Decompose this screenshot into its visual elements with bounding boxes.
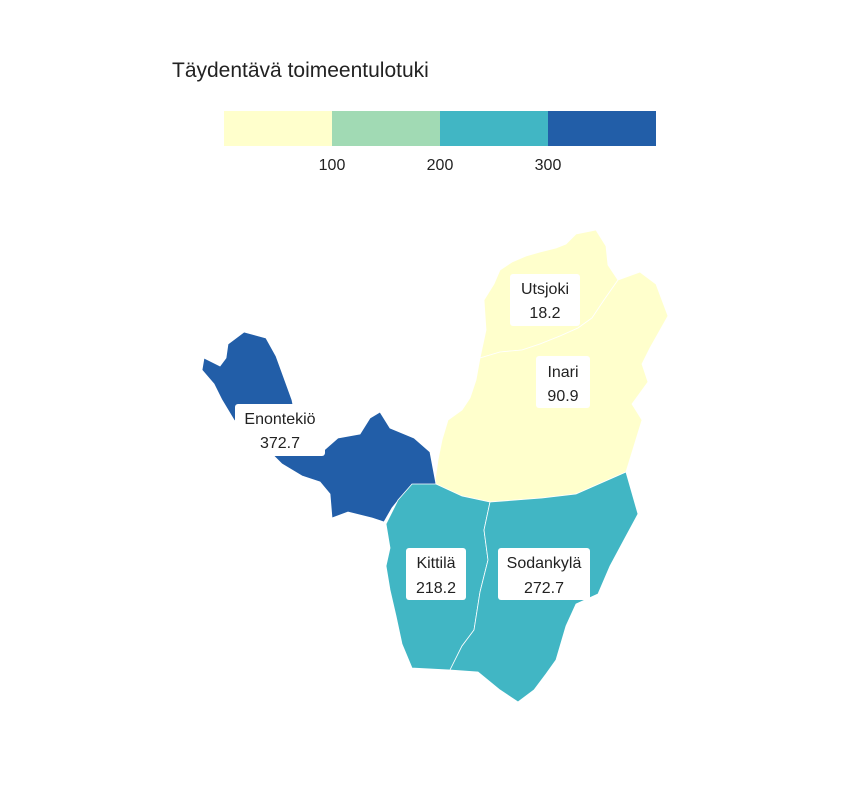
label-utsjoki-value: 18.2	[529, 305, 560, 322]
legend: 100 200 300	[224, 111, 656, 174]
legend-swatch-3	[548, 111, 656, 146]
label-enontekio-value: 372.7	[260, 435, 300, 452]
label-inari-value: 90.9	[547, 388, 578, 405]
label-enontekio: Enontekiö 372.7	[235, 404, 325, 456]
label-kittila-value: 218.2	[416, 580, 456, 597]
legend-swatch-1	[332, 111, 440, 146]
label-kittila: Kittilä 218.2	[406, 548, 466, 600]
label-sodankyla-value: 272.7	[524, 580, 564, 597]
legend-swatch-0	[224, 111, 332, 146]
label-kittila-name: Kittilä	[416, 555, 455, 572]
legend-tick-300: 300	[535, 157, 562, 174]
region-labels: Utsjoki 18.2 Inari 90.9 Enontekiö 372.7 …	[235, 274, 590, 600]
map-title: Täydentävä toimeentulotuki	[172, 59, 429, 82]
label-inari: Inari 90.9	[536, 356, 590, 408]
legend-tick-100: 100	[319, 157, 346, 174]
legend-swatch-2	[440, 111, 548, 146]
legend-tick-200: 200	[427, 157, 454, 174]
regions	[201, 229, 669, 703]
label-utsjoki-name: Utsjoki	[521, 281, 569, 298]
label-sodankyla-name: Sodankylä	[507, 555, 582, 572]
label-utsjoki: Utsjoki 18.2	[510, 274, 580, 326]
label-sodankyla: Sodankylä 272.7	[498, 548, 590, 600]
label-enontekio-name: Enontekiö	[244, 411, 315, 428]
label-inari-name: Inari	[547, 364, 578, 381]
